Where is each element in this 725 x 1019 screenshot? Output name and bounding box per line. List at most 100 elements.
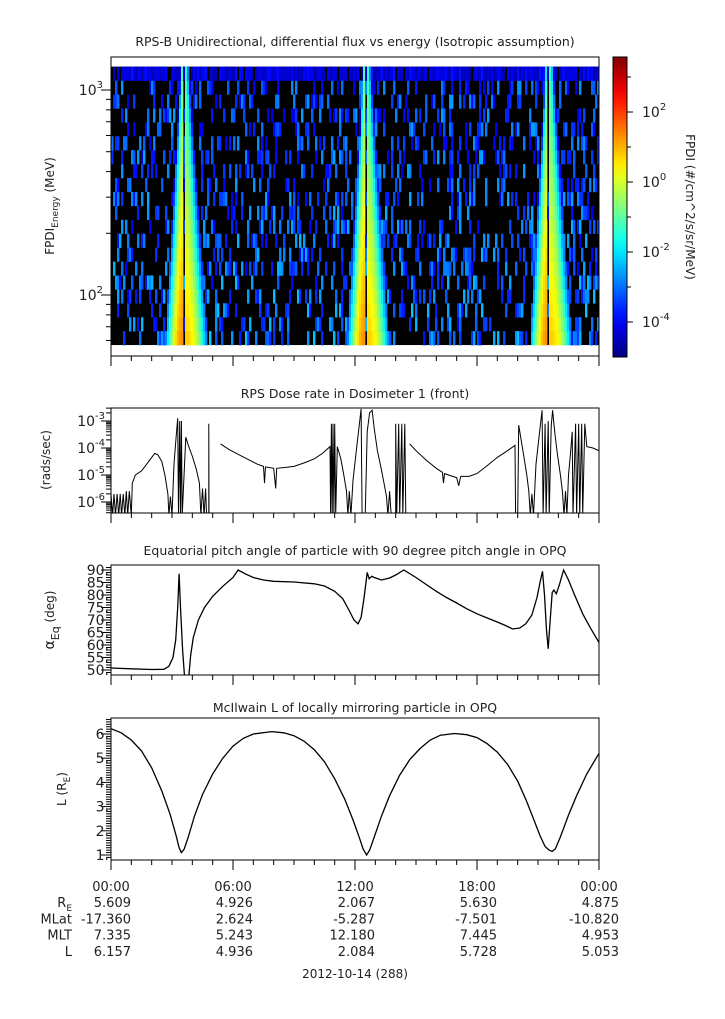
spectrogram-cell	[215, 261, 218, 276]
spectrogram-cell	[555, 247, 558, 262]
y-tick-label: 75.	[87, 601, 109, 617]
spectrogram-cell	[443, 150, 446, 165]
x-tick-label: 00:00	[580, 880, 617, 895]
spectrogram-cell	[345, 108, 348, 123]
spectrogram-cell	[323, 66, 326, 81]
spectrogram-cell	[359, 317, 362, 332]
spectrogram-cell	[369, 219, 372, 234]
spectrogram-cell	[197, 331, 200, 346]
spectrogram-cell	[163, 331, 166, 346]
spectrogram-cell	[173, 233, 176, 248]
spectrogram-cell	[539, 275, 542, 290]
spectrogram-cell	[533, 275, 536, 290]
spectrogram-cell	[117, 247, 120, 262]
spectrogram-cell	[417, 191, 420, 207]
spectrogram-cell	[483, 108, 486, 123]
spectrogram-cell	[223, 66, 226, 81]
spectrogram-cell	[507, 191, 510, 207]
spectrogram-cell	[273, 219, 276, 234]
y-tick-label: 60.	[87, 638, 109, 654]
spectrogram-cell	[171, 331, 174, 346]
spectrogram-cell	[189, 233, 192, 248]
spectrogram-cell	[169, 108, 172, 123]
spectrogram-cell	[229, 247, 232, 262]
spectrogram-cell	[169, 80, 172, 95]
spectrogram-cell	[317, 317, 320, 332]
spectrogram-cell	[433, 122, 436, 137]
spectrogram-cell	[361, 80, 364, 95]
spectrogram-cell	[331, 136, 334, 151]
spectrogram-cell	[361, 289, 364, 304]
spectrogram-cell	[405, 94, 408, 109]
spectrogram-cell	[199, 66, 202, 81]
spectrogram-cell	[497, 150, 500, 165]
spectrogram-cell	[567, 331, 570, 346]
spectrogram-cell	[235, 94, 238, 109]
spectrogram-cell	[549, 331, 552, 346]
spectrogram-cell	[453, 247, 456, 262]
spectrogram-cell	[195, 331, 198, 346]
mcilwain-l-title: McIlwain L of locally mirroring particle…	[213, 700, 497, 715]
spectrogram-cell	[343, 275, 346, 290]
spectrogram-cell	[407, 164, 410, 179]
spectrogram-cell	[185, 122, 188, 137]
spectrogram-cell	[547, 191, 550, 207]
spectrogram-cell	[577, 108, 580, 123]
spectrogram-cell	[465, 261, 468, 276]
spectrogram-cell	[291, 108, 294, 123]
spectrogram-cell	[545, 303, 548, 318]
spectrogram-cell	[557, 108, 560, 123]
spectrogram-cell	[555, 289, 558, 304]
spectrogram-cell	[567, 303, 570, 318]
spectrogram-cell	[193, 164, 196, 179]
spectrogram-cell	[459, 164, 462, 179]
spectrogram-cell	[421, 66, 424, 81]
spectrogram-cell	[541, 178, 544, 193]
spectrogram-cell	[567, 80, 570, 95]
spectrogram-cell	[163, 317, 166, 332]
spectrogram-cell	[541, 80, 544, 95]
spectrogram-cell	[213, 191, 216, 207]
spectrogram-cell	[379, 303, 382, 318]
spectrogram-cell	[463, 289, 466, 304]
spectrogram-cell	[585, 66, 588, 81]
spectrogram-cell	[275, 303, 278, 318]
spectrogram-cell	[191, 164, 194, 179]
spectrogram-cell	[315, 317, 318, 332]
spectrogram-cell	[351, 303, 354, 318]
spectrogram-cell	[581, 205, 584, 221]
spectrogram-cell	[369, 191, 372, 207]
spectrogram-cell	[561, 205, 564, 221]
spectrogram-cell	[549, 136, 552, 151]
spectrogram-cell	[337, 136, 340, 151]
spectrogram-cell	[193, 233, 196, 248]
spectrogram-cell	[359, 331, 362, 346]
spectrogram-cell	[139, 331, 142, 346]
spectrogram-cell	[591, 150, 594, 165]
spectrogram-cell	[525, 331, 528, 346]
spectrogram-cell	[247, 233, 250, 248]
spectrogram-cell	[305, 247, 308, 262]
spectrogram-cell	[133, 122, 136, 137]
spectrogram-cell	[447, 261, 450, 276]
spectrogram-cell	[367, 108, 370, 123]
spectrogram-cell	[473, 275, 476, 290]
spectrogram-cell	[117, 178, 120, 193]
spectrogram-cell	[495, 66, 498, 81]
spectrogram-cell	[473, 178, 476, 193]
spectrogram-cell	[371, 178, 374, 193]
spectrogram-cell	[151, 150, 154, 165]
spectrogram-cell	[181, 150, 184, 165]
spectrogram-cell	[175, 247, 178, 262]
spectrogram-cell	[259, 219, 262, 234]
spectrogram-cell	[189, 317, 192, 332]
spectrogram-cell	[271, 66, 274, 81]
spectrogram-cell	[451, 164, 454, 179]
spectrogram-cell	[363, 94, 366, 109]
spectrogram-cell	[275, 122, 278, 137]
spectrogram-cell	[371, 289, 374, 304]
spectrogram-cell	[419, 108, 422, 123]
spectrogram-cell	[117, 233, 120, 248]
spectrogram-cell	[197, 275, 200, 290]
spectrogram-cell	[179, 205, 182, 221]
